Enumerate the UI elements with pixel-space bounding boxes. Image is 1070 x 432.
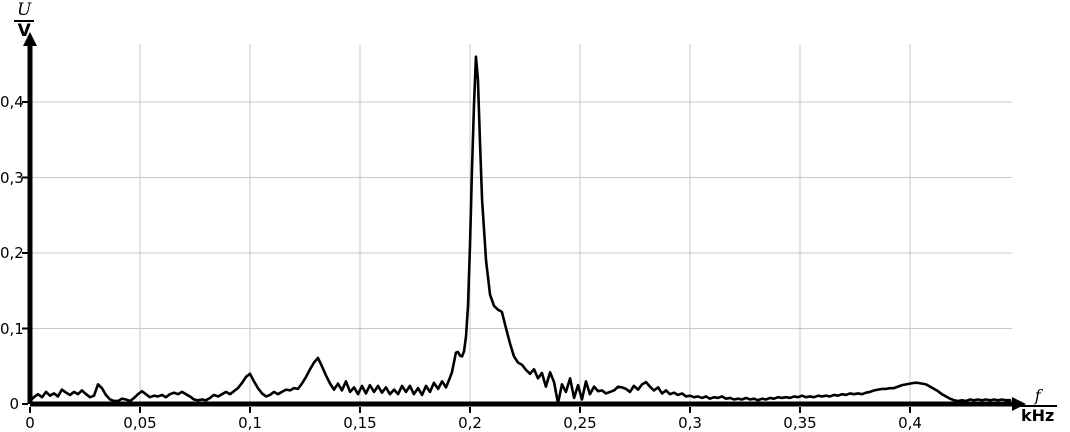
y-tick-marks — [22, 101, 28, 405]
series-line — [28, 55, 1012, 405]
x-tick-label: 0,05 — [123, 414, 157, 432]
y-tick-label: 0,4 — [0, 93, 24, 111]
y-axis-title-fraction-bar — [14, 20, 35, 22]
x-tick-label: 0,25 — [563, 414, 597, 432]
y-axis-title-denominator: V — [17, 21, 31, 41]
y-axis-title-numerator: U — [17, 0, 32, 20]
y-tick-label: 0 — [9, 395, 19, 413]
x-tick-label: 0,35 — [783, 414, 817, 432]
x-axis-title-fraction-bar — [1018, 405, 1058, 407]
y-tick-label: 0,2 — [0, 244, 24, 262]
x-tick-label: 0,1 — [238, 414, 262, 432]
x-tick-label: 0,2 — [458, 414, 482, 432]
x-tick-marks — [29, 407, 911, 413]
series-group — [28, 55, 1012, 405]
x-tick-label: 0,4 — [898, 414, 922, 432]
y-axis-title: U V — [14, 0, 35, 41]
x-axis-title-denominator: kHz — [1021, 406, 1055, 425]
y-tick-label: 0,3 — [0, 168, 24, 187]
y-gridlines — [31, 101, 1012, 329]
x-axis-title: f kHz — [1018, 386, 1058, 425]
x-tick-label: 0 — [25, 414, 35, 432]
axis-lines — [23, 32, 1026, 411]
y-tick-label: 0,1 — [0, 319, 24, 338]
x-axis-title-numerator: f — [1034, 386, 1041, 405]
x-tick-label: 0,3 — [678, 414, 702, 432]
x-gridlines — [139, 44, 911, 402]
x-tick-label: 0,15 — [343, 414, 377, 432]
